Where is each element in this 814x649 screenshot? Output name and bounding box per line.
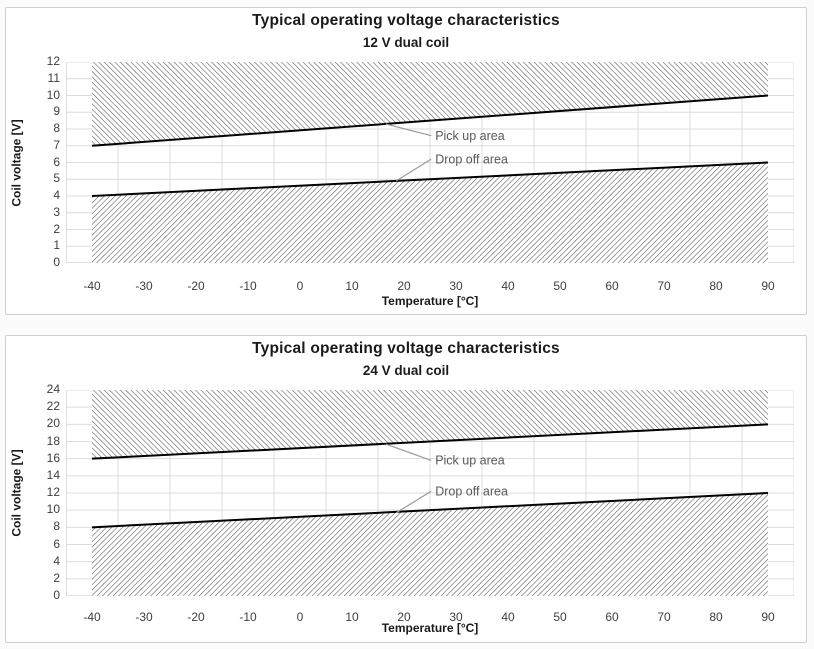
y-tick-label: 18 [46, 433, 60, 448]
y-tick-label: 2 [53, 221, 60, 236]
x-tick-label: 90 [761, 610, 775, 624]
y-tick-label: 16 [46, 450, 60, 465]
y-tick-label: 6 [53, 154, 60, 169]
y-tick-label: 3 [53, 204, 60, 219]
y-tick-label: 4 [53, 188, 60, 202]
plot-area: Pick up area Drop off area [66, 390, 794, 596]
pick-up-area-region [92, 390, 768, 459]
x-tick-label: 60 [605, 610, 619, 624]
y-tick-label: 20 [46, 416, 60, 431]
annotation-label: Drop off area [435, 485, 508, 499]
y-tick-label: 10 [46, 87, 60, 102]
x-tick-label: -20 [187, 610, 205, 624]
y-tick-label: 1 [53, 238, 60, 253]
annotation-leader-line [395, 158, 432, 182]
y-tick-label: 14 [46, 467, 60, 482]
y-tick-label: 11 [47, 70, 60, 85]
y-tick-label: 2 [53, 570, 60, 585]
x-tick-label: 30 [449, 610, 463, 624]
x-tick-label: -20 [187, 279, 205, 293]
chart-panel-12v-dual-coil: Typical operating voltage characteristic… [5, 7, 807, 315]
x-tick-label: 80 [709, 279, 723, 293]
chart-canvas: Pick up area Drop off area [66, 62, 794, 263]
annotation-label: Pick up area [435, 129, 505, 143]
y-tick-label: 0 [53, 255, 60, 269]
pick-up-area-boundary-line [91, 423, 769, 460]
x-tick-label: 70 [657, 610, 671, 624]
y-tick-label: 4 [53, 553, 60, 568]
x-axis-title: Temperature [°C] [381, 621, 479, 635]
y-tick-label: 5 [53, 171, 60, 186]
x-tick-label: -40 [83, 610, 101, 624]
x-tick-label: -10 [239, 610, 257, 624]
y-tick-label: 12 [46, 54, 60, 68]
y-tick-label: 12 [46, 485, 60, 499]
drop-off-area-boundary-line [91, 161, 769, 197]
x-tick-label: 0 [296, 610, 304, 624]
annotation-leader-line [385, 443, 432, 461]
y-tick-label: 6 [53, 536, 60, 551]
x-tick-label: 40 [501, 610, 515, 624]
y-axis-title: Coil voltage [V] [10, 118, 24, 207]
x-tick-label: 10 [345, 279, 359, 293]
y-tick-label: 8 [53, 519, 60, 534]
y-tick-label: 9 [53, 104, 60, 119]
annotation-label: Drop off area [435, 152, 508, 166]
x-axis-title: Temperature [°C] [381, 294, 479, 308]
x-tick-label: 20 [397, 279, 411, 293]
y-axis-title: Coil voltage [V] [10, 449, 24, 537]
pick-up-area-boundary-line [91, 94, 769, 147]
x-tick-label: 40 [501, 279, 515, 293]
chart-canvas: Pick up area Drop off area [66, 390, 794, 596]
plot-area: Pick up area Drop off area [66, 62, 794, 263]
x-tick-label: -30 [135, 279, 153, 293]
x-tick-label: -10 [239, 279, 257, 293]
x-tick-label: 50 [553, 610, 567, 624]
y-tick-label: 0 [53, 588, 60, 602]
x-tick-label: 30 [449, 279, 463, 293]
annotation-leader-line [395, 490, 432, 514]
annotation-label: Pick up area [435, 454, 505, 468]
y-tick-label: 10 [46, 502, 60, 517]
x-tick-label: -30 [135, 610, 153, 624]
annotation-leader-line [385, 123, 432, 137]
y-tick-label: 8 [53, 121, 60, 135]
x-tick-label: 70 [657, 279, 671, 293]
pick-up-area-region [92, 62, 768, 146]
x-tick-label: 0 [296, 279, 304, 293]
y-tick-label: 24 [46, 382, 60, 396]
x-tick-label: 60 [605, 279, 619, 293]
x-tick-label: -40 [83, 279, 101, 293]
x-tick-label: 20 [397, 610, 411, 624]
y-tick-label: 7 [53, 137, 60, 152]
chart-title: Typical operating voltage characteristic… [252, 12, 560, 29]
x-tick-label: 10 [345, 610, 359, 624]
drop-off-area-boundary-line [91, 492, 769, 529]
x-tick-label: 50 [553, 279, 567, 293]
x-tick-label: 90 [761, 279, 775, 293]
chart-title: Typical operating voltage characteristic… [252, 340, 560, 357]
x-tick-label: 80 [709, 610, 723, 624]
chart-subtitle: 24 V dual coil [362, 363, 450, 378]
chart-subtitle: 12 V dual coil [362, 35, 450, 50]
chart-panel-24v-dual-coil: Typical operating voltage characteristic… [5, 335, 807, 643]
y-tick-label: 22 [46, 399, 60, 414]
